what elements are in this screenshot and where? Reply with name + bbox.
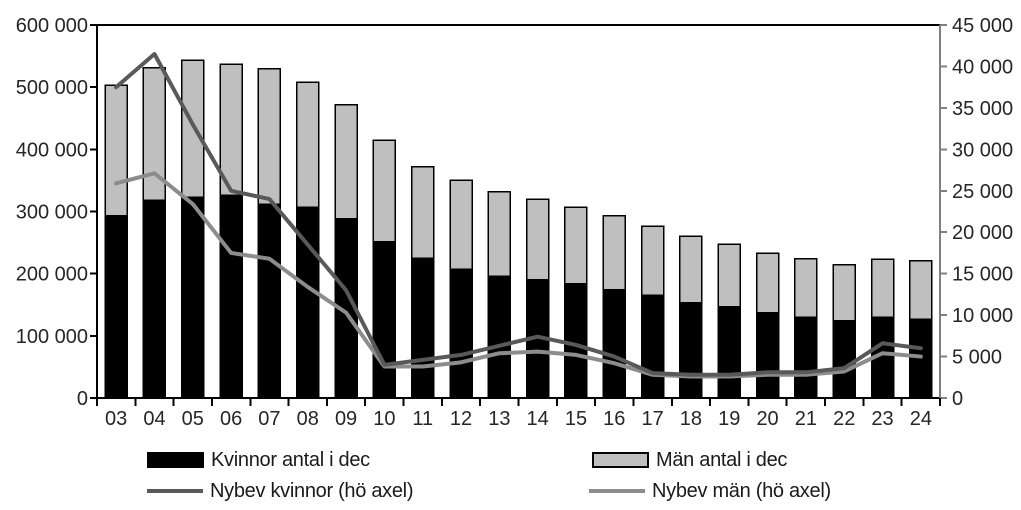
x-axis-category-label: 04 — [143, 408, 165, 430]
bar-segment-man-21 — [794, 257, 818, 318]
bar-segment-kvinnor-03 — [104, 215, 128, 399]
x-axis-category-label: 09 — [335, 408, 357, 430]
bar-segment-man-07 — [257, 67, 282, 205]
left-axis-tick-label: 0 — [77, 388, 88, 410]
x-axis-category-label: 23 — [871, 408, 893, 430]
x-axis-category-label: 10 — [373, 408, 395, 430]
x-axis-category-label: 17 — [641, 408, 663, 430]
right-axis-tick-label: 15 000 — [952, 264, 1013, 286]
x-axis-category-label: 05 — [182, 408, 204, 430]
legend-item-nybev-man: Nybev män (hö axel) — [589, 479, 831, 503]
bar-segment-man-19 — [717, 243, 741, 308]
bar-segment-man-14 — [525, 198, 550, 281]
bar-segment-man-22 — [832, 264, 856, 322]
legend-label-kvinnor-bar: Kvinnor antal i dec — [211, 449, 370, 471]
bar-segment-kvinnor-11 — [410, 257, 435, 399]
right-axis-tick-label: 35 000 — [952, 98, 1013, 120]
x-axis-category-label: 14 — [527, 408, 549, 430]
bar-segment-kvinnor-07 — [257, 203, 282, 399]
bar-segment-man-10 — [372, 139, 397, 243]
legend-item-nybev-kvinnor: Nybev kvinnor (hö axel) — [147, 479, 414, 503]
left-axis-tick-label: 300 000 — [16, 202, 88, 224]
bar-segment-man-13 — [487, 190, 512, 277]
bar-segment-man-05 — [181, 59, 205, 198]
right-axis-tick-label: 25 000 — [952, 181, 1013, 203]
bar-segment-man-11 — [410, 165, 435, 259]
bar-segment-man-23 — [870, 258, 895, 318]
left-axis-tick-label: 200 000 — [16, 264, 88, 286]
left-axis-tick-label: 500 000 — [16, 77, 88, 99]
right-axis-tick-label: 10 000 — [952, 305, 1013, 327]
bar-segment-kvinnor-13 — [487, 275, 512, 399]
legend-item-man-bar: Män antal i dec — [592, 448, 787, 472]
bar-segment-man-20 — [755, 252, 780, 314]
bar-segment-man-17 — [640, 225, 665, 297]
legend-item-kvinnor-bar: Kvinnor antal i dec — [147, 448, 370, 472]
legend-label-nybev-kvinnor: Nybev kvinnor (hö axel) — [210, 480, 414, 502]
right-axis-tick-label: 20 000 — [952, 222, 1013, 244]
bar-segment-man-18 — [679, 235, 703, 304]
bar-segment-man-03 — [104, 84, 128, 217]
right-axis-tick-label: 45 000 — [952, 15, 1013, 37]
x-axis-category-label: 18 — [680, 408, 702, 430]
x-axis-category-label: 11 — [412, 408, 433, 430]
bar-segment-man-09 — [334, 103, 358, 220]
x-axis-category-label: 19 — [718, 408, 740, 430]
bar-segment-man-15 — [564, 206, 588, 285]
bar-segment-kvinnor-20 — [755, 312, 780, 399]
x-axis-category-label: 16 — [603, 408, 625, 430]
x-axis-category-label: 06 — [220, 408, 242, 430]
x-axis-category-label: 21 — [795, 408, 817, 430]
x-axis-category-label: 13 — [488, 408, 510, 430]
bar-segment-man-08 — [296, 81, 320, 208]
legend-swatch-nybev-man-line-icon — [589, 489, 645, 493]
bar-segment-man-06 — [219, 63, 243, 197]
bar-segment-kvinnor-15 — [564, 282, 588, 399]
nybev-man-line — [114, 171, 923, 379]
bar-segment-kvinnor-10 — [372, 241, 397, 399]
x-axis-category-label: 20 — [756, 408, 778, 430]
left-axis-tick-label: 100 000 — [16, 326, 88, 348]
right-axis-tick-label: 40 000 — [952, 56, 1013, 78]
bar-segment-kvinnor-22 — [832, 320, 856, 399]
x-axis-category-label: 24 — [910, 408, 932, 430]
right-axis-tick-label: 0 — [952, 388, 963, 410]
x-axis-category-label: 12 — [450, 408, 472, 430]
bar-segment-man-16 — [602, 215, 627, 291]
x-axis-category-label: 07 — [258, 408, 280, 430]
bar-segment-kvinnor-19 — [717, 305, 741, 399]
right-axis-tick-label: 5 000 — [952, 347, 1002, 369]
bar-segment-kvinnor-16 — [602, 289, 627, 399]
bar-segment-kvinnor-05 — [181, 196, 205, 399]
x-axis-category-label: 22 — [833, 408, 855, 430]
x-axis-category-label: 15 — [565, 408, 587, 430]
bar-segment-kvinnor-04 — [142, 199, 167, 399]
legend-swatch-man-bar-icon — [592, 452, 649, 468]
legend-label-man-bar: Män antal i dec — [656, 449, 788, 471]
left-axis-tick-label: 600 000 — [16, 15, 88, 37]
right-axis-tick-label: 30 000 — [952, 139, 1013, 161]
bar-segment-kvinnor-06 — [219, 194, 243, 399]
bar-segment-kvinnor-21 — [794, 316, 818, 399]
left-axis-tick-label: 400 000 — [16, 139, 88, 161]
bar-segment-kvinnor-18 — [679, 302, 703, 399]
legend-swatch-kvinnor-bar-icon — [147, 452, 204, 468]
x-axis-category-label: 03 — [105, 408, 127, 430]
x-axis-category-label: 08 — [297, 408, 319, 430]
nybev-kvinnor-line — [114, 52, 923, 377]
legend-label-nybev-man: Nybev män (hö axel) — [652, 480, 831, 502]
bar-segment-man-04 — [142, 67, 167, 202]
bar-segment-kvinnor-17 — [640, 294, 665, 399]
bar-segment-man-12 — [449, 179, 473, 271]
bar-segment-man-24 — [909, 259, 933, 320]
legend-swatch-nybev-kvinnor-line-icon — [147, 489, 203, 493]
bar-segment-kvinnor-12 — [449, 268, 473, 399]
